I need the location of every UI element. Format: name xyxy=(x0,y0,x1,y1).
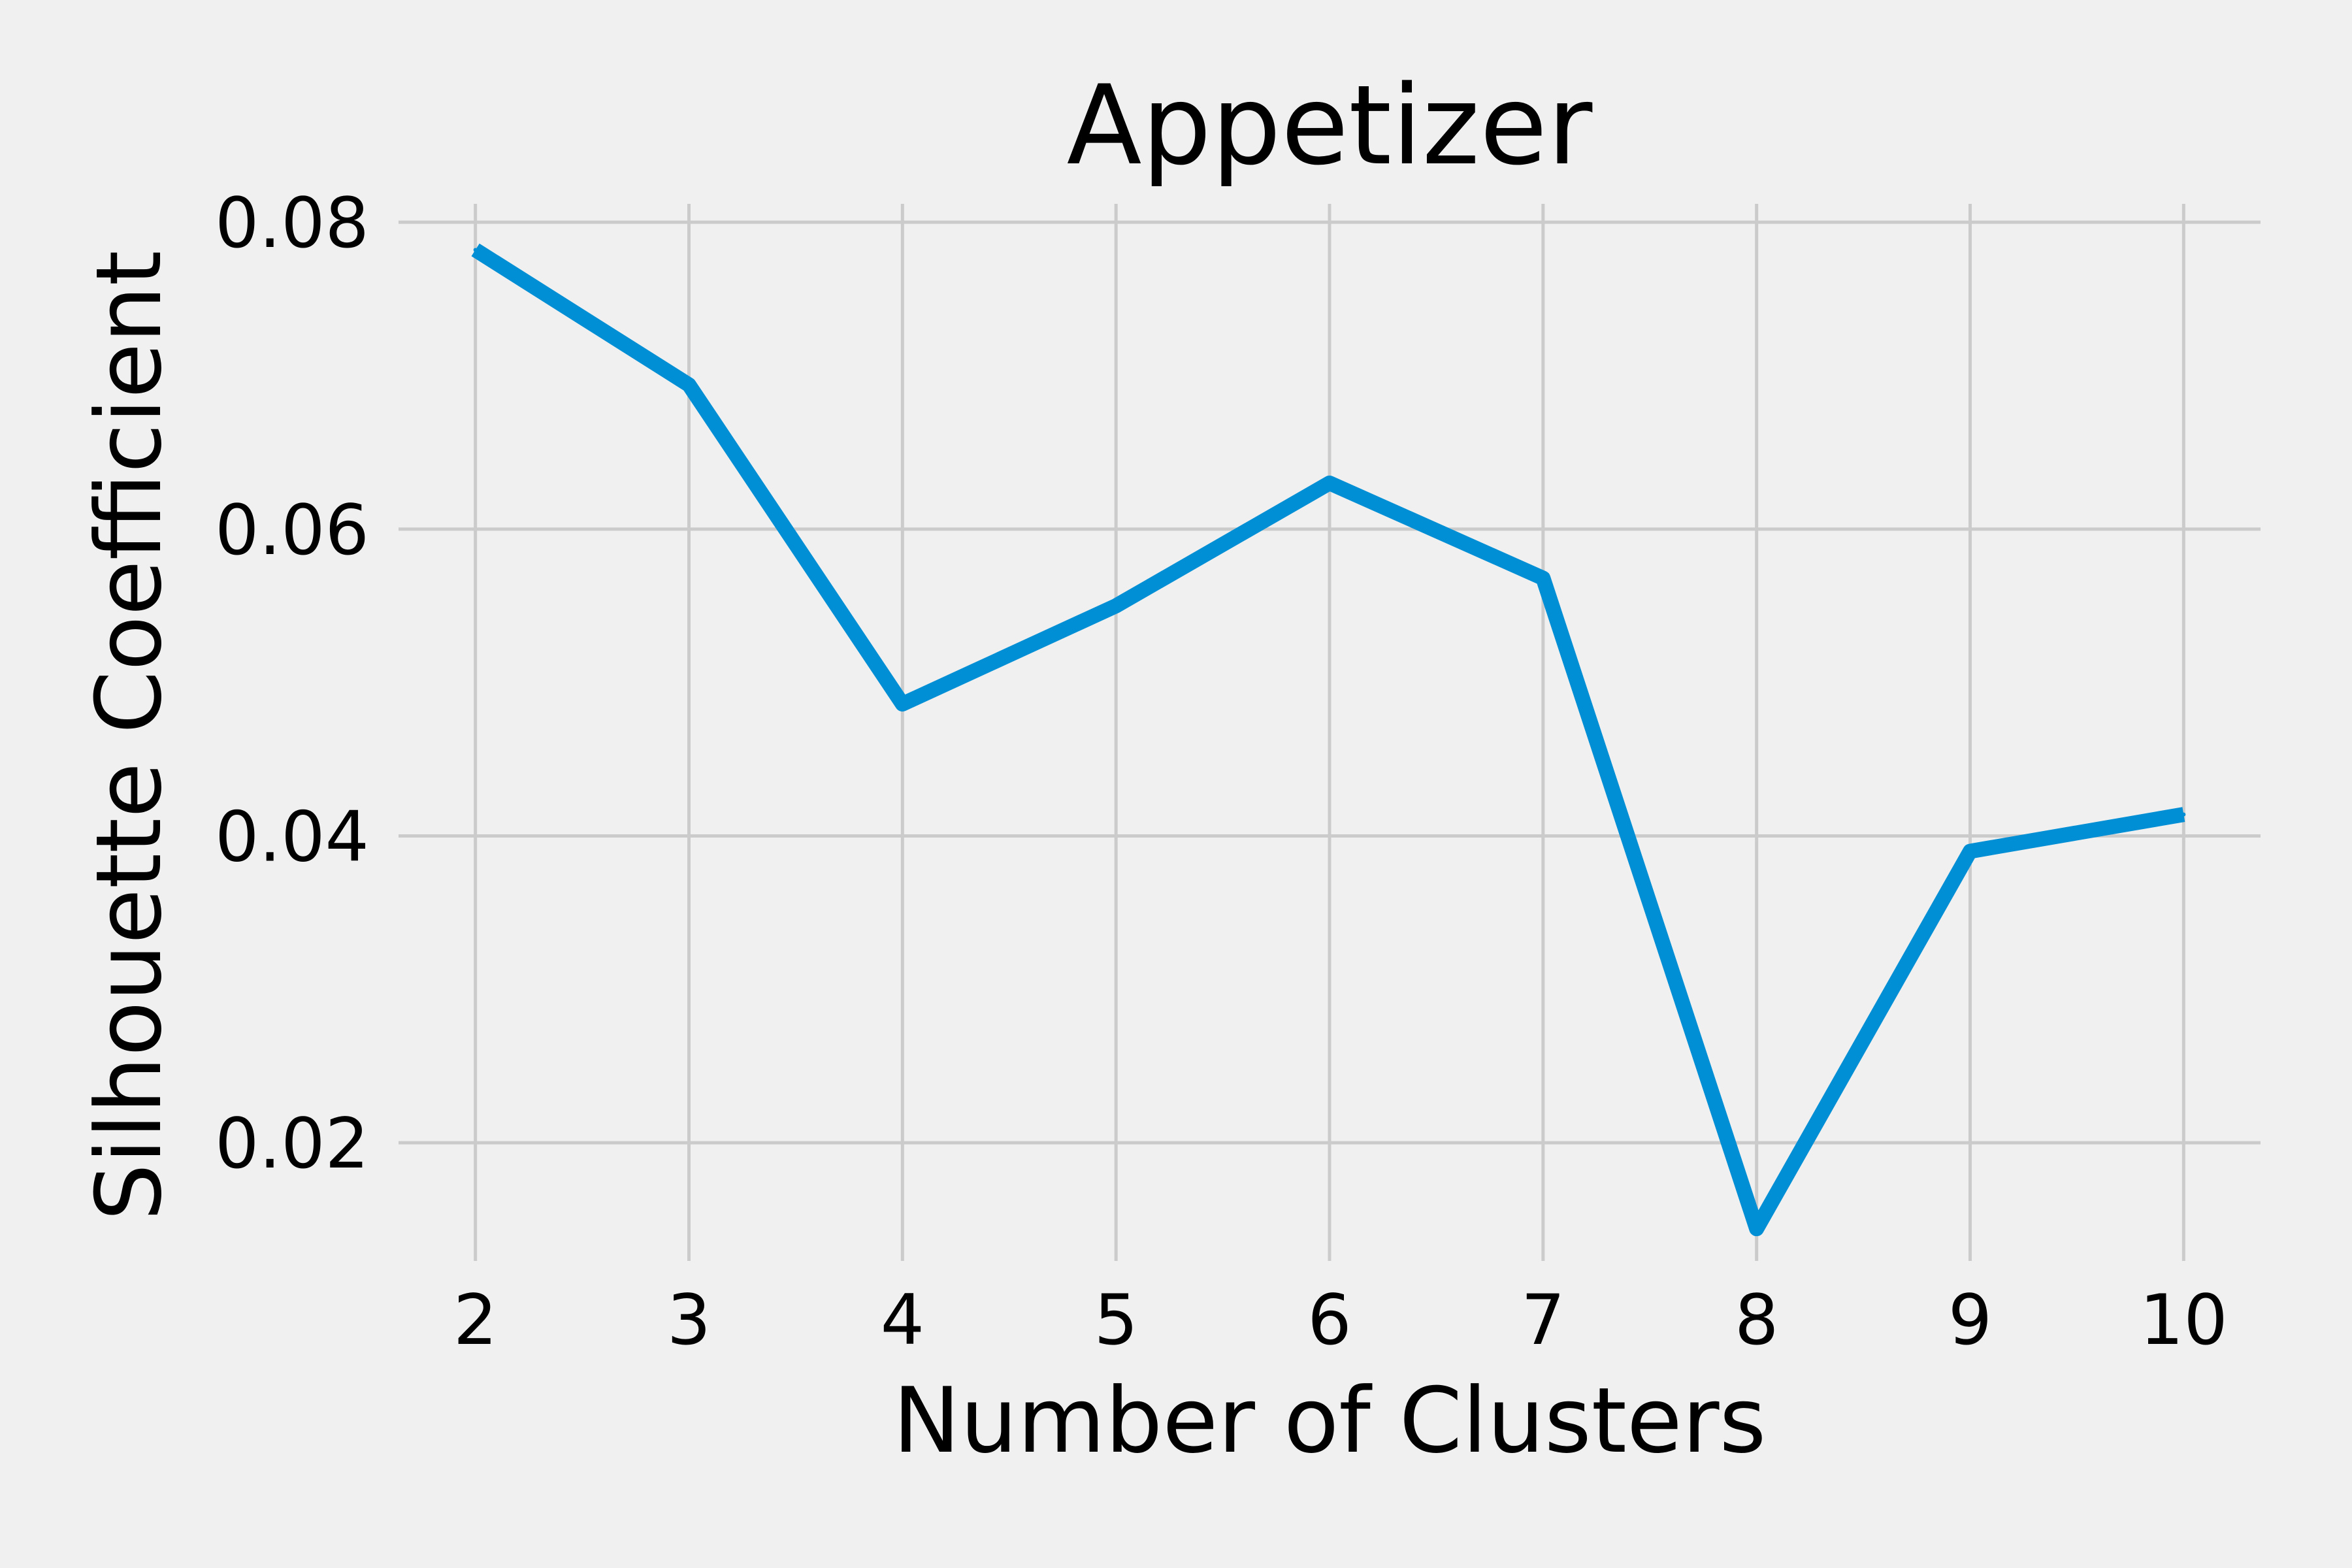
x-tick-label: 6 xyxy=(1307,1280,1351,1360)
data-point xyxy=(2181,812,2186,817)
x-tick-label: 2 xyxy=(453,1280,497,1360)
chart-title: Appetizer xyxy=(1067,61,1593,189)
x-tick-label: 9 xyxy=(1948,1280,1992,1360)
x-tick-label: 8 xyxy=(1735,1280,1778,1360)
data-point xyxy=(473,248,478,252)
x-tick-label: 4 xyxy=(881,1280,924,1360)
grid-lines xyxy=(399,204,2261,1261)
data-point xyxy=(1328,481,1331,485)
data-point xyxy=(1114,604,1119,608)
y-tick-labels: 0.02 0.04 0.06 0.08 xyxy=(215,183,369,1184)
data-point xyxy=(900,702,905,706)
series-layer xyxy=(471,243,2186,1237)
x-tick-label: 7 xyxy=(1521,1280,1565,1360)
x-tick-label: 5 xyxy=(1094,1280,1137,1360)
x-axis-label: Number of Clusters xyxy=(893,1368,1767,1473)
y-tick-label: 0.06 xyxy=(215,490,369,570)
y-axis-label: Silhouette Coefficient xyxy=(76,250,182,1220)
x-tick-labels: 2 3 4 5 6 7 8 9 10 xyxy=(453,1280,2228,1360)
y-tick-label: 0.04 xyxy=(215,797,369,877)
y-tick-label: 0.02 xyxy=(215,1103,369,1184)
x-tick-label: 3 xyxy=(667,1280,711,1360)
data-point xyxy=(1754,1226,1759,1231)
data-point xyxy=(1541,576,1545,580)
x-tick-label: 10 xyxy=(2140,1280,2228,1360)
data-point xyxy=(687,383,691,387)
data-point xyxy=(1968,849,1972,853)
y-tick-label: 0.08 xyxy=(215,183,369,263)
